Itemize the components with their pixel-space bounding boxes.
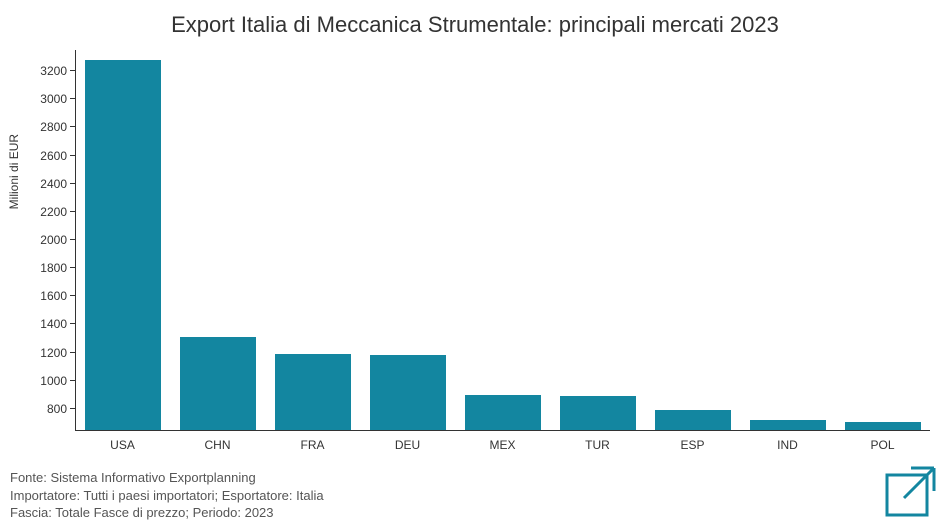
y-tick-mark	[70, 183, 75, 184]
bar	[85, 60, 161, 430]
bar	[655, 410, 731, 430]
y-tick-mark	[70, 98, 75, 99]
footer-importer: Importatore: Tutti i paesi importatori; …	[10, 487, 324, 505]
y-tick-label: 2000	[40, 233, 67, 247]
x-axis-line	[75, 430, 930, 431]
bar	[370, 355, 446, 430]
y-tick-label: 1600	[40, 289, 67, 303]
y-tick-mark	[70, 239, 75, 240]
y-tick-label: 1400	[40, 317, 67, 331]
y-tick-mark	[70, 155, 75, 156]
y-tick-label: 800	[47, 402, 67, 416]
chart-container: Export Italia di Meccanica Strumentale: …	[0, 0, 950, 530]
y-tick-mark	[70, 70, 75, 71]
x-tick-label: TUR	[585, 438, 610, 452]
chart-footer: Fonte: Sistema Informativo Exportplannin…	[10, 469, 324, 522]
y-tick-mark	[70, 211, 75, 212]
x-tick-label: DEU	[395, 438, 420, 452]
x-tick-label: IND	[777, 438, 798, 452]
bar	[750, 420, 826, 430]
y-tick-mark	[70, 267, 75, 268]
bar	[275, 354, 351, 430]
plot-area: USACHNFRADEUMEXTURESPINDPOL 800100012001…	[75, 50, 930, 430]
x-tick-label: USA	[110, 438, 135, 452]
y-tick-label: 2400	[40, 177, 67, 191]
bar	[180, 337, 256, 430]
chart-title: Export Italia di Meccanica Strumentale: …	[0, 0, 950, 38]
x-tick-label: MEX	[489, 438, 515, 452]
footer-period: Fascia: Totale Fasce di prezzo; Periodo:…	[10, 504, 324, 522]
y-tick-label: 2600	[40, 149, 67, 163]
y-tick-mark	[70, 126, 75, 127]
y-tick-mark	[70, 295, 75, 296]
y-tick-label: 2200	[40, 205, 67, 219]
y-tick-mark	[70, 380, 75, 381]
x-tick-label: ESP	[680, 438, 704, 452]
y-tick-label: 3200	[40, 64, 67, 78]
y-tick-label: 3000	[40, 92, 67, 106]
y-tick-label: 1200	[40, 346, 67, 360]
bar	[465, 395, 541, 430]
x-tick-label: CHN	[205, 438, 231, 452]
y-tick-mark	[70, 408, 75, 409]
y-tick-mark	[70, 323, 75, 324]
y-tick-label: 1000	[40, 374, 67, 388]
y-axis-label: Milioni di EUR	[7, 134, 21, 209]
y-tick-label: 2800	[40, 120, 67, 134]
bars-group: USACHNFRADEUMEXTURESPINDPOL	[75, 50, 930, 430]
x-tick-label: POL	[870, 438, 894, 452]
y-tick-mark	[70, 352, 75, 353]
bar	[845, 422, 921, 430]
bar	[560, 396, 636, 430]
footer-source: Fonte: Sistema Informativo Exportplannin…	[10, 469, 324, 487]
x-tick-label: FRA	[301, 438, 325, 452]
y-tick-label: 1800	[40, 261, 67, 275]
exportplanning-logo-icon	[883, 465, 938, 520]
